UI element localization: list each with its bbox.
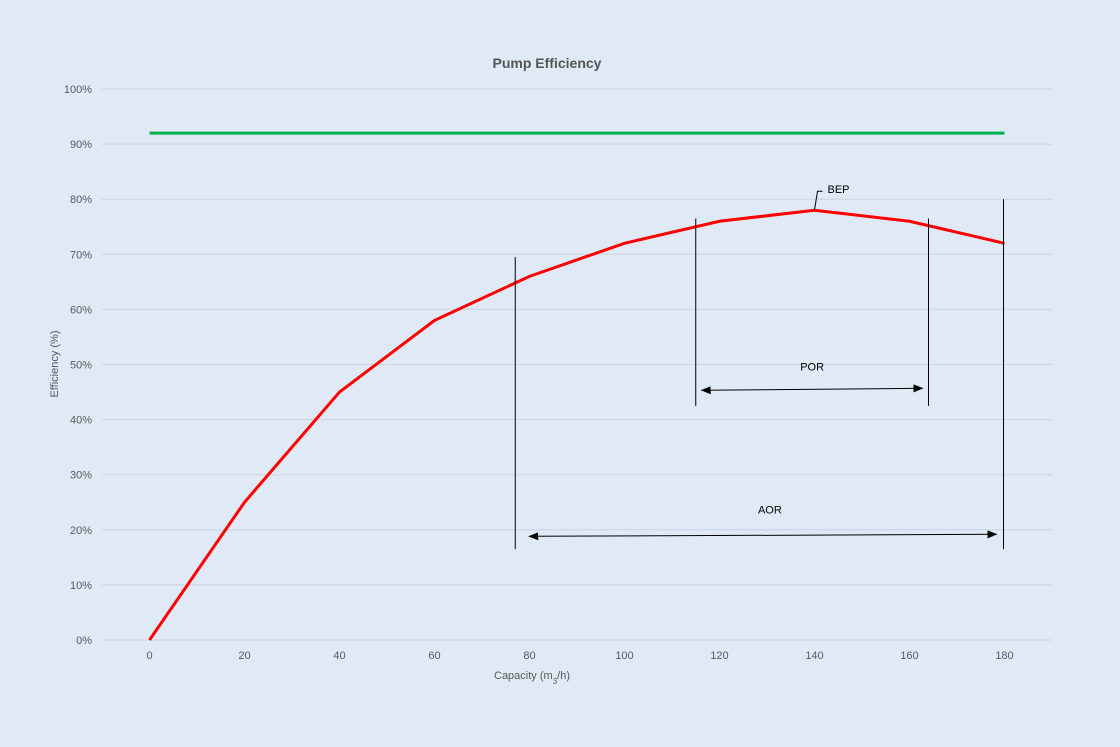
- y-tick-label: 100%: [64, 84, 92, 96]
- y-tick-label: 30%: [70, 470, 92, 482]
- efficiency-curve-line: [148, 208, 1005, 641]
- x-axis-label-suffix: /h): [557, 670, 570, 682]
- y-axis-label: Efficiency (%): [49, 330, 61, 397]
- x-tick-label: 0: [146, 650, 152, 662]
- y-tick-label: 80%: [70, 194, 92, 206]
- y-tick-label: 60%: [70, 304, 92, 316]
- x-tick-label: 100: [615, 650, 633, 662]
- x-tick-label: 120: [710, 650, 728, 662]
- x-tick-label: 40: [333, 650, 345, 662]
- y-tick-label: 10%: [70, 580, 92, 592]
- x-tick-label: 160: [900, 650, 918, 662]
- aor-arrow: [528, 530, 998, 541]
- x-tick-label: 180: [995, 650, 1013, 662]
- bep-label: BEP: [828, 184, 850, 196]
- x-tick-label: 140: [805, 650, 823, 662]
- x-axis-label-prefix: Capacity (m: [494, 670, 553, 682]
- x-tick-label: 80: [523, 650, 535, 662]
- y-tick-label: 40%: [70, 415, 92, 427]
- gridlines: [102, 88, 1052, 641]
- y-tick-label: 50%: [70, 360, 92, 372]
- y-tick-label: 20%: [70, 525, 92, 537]
- y-tick-label: 90%: [70, 139, 92, 151]
- series: [148, 131, 1005, 641]
- x-tick-label: 20: [238, 650, 250, 662]
- x-tick-label: 60: [428, 650, 440, 662]
- chart-title: Pump Efficiency: [493, 55, 602, 71]
- annotations: BEP POR AOR: [514, 184, 1004, 550]
- por-label: POR: [800, 361, 824, 373]
- por-arrow: [700, 384, 924, 395]
- x-axis-label: Capacity (m3/h): [494, 670, 570, 686]
- y-tick-label: 0%: [76, 635, 92, 647]
- tick-labels: 0% 10% 20% 30% 40% 50% 60% 70% 80% 90% 100% 0 20 40 60…: [64, 84, 1014, 662]
- bep-leader-line: [814, 190, 823, 211]
- x-axis-label-subscript: 3: [553, 677, 558, 686]
- y-tick-label: 70%: [70, 249, 92, 261]
- aor-label: AOR: [758, 504, 782, 516]
